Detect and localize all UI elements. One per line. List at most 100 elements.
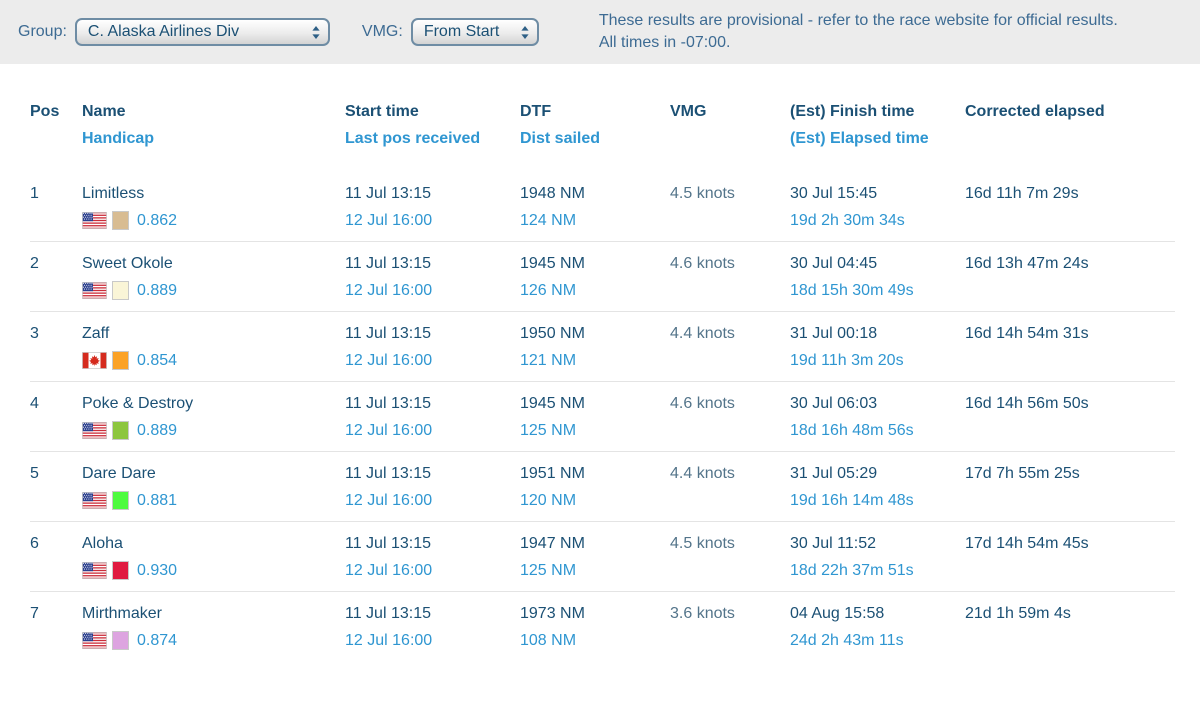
handicap-value: 0.862 <box>137 212 178 229</box>
est-finish-time: 30 Jul 15:45 <box>790 185 878 202</box>
boat-color-swatch <box>112 491 129 510</box>
handicap-value: 0.881 <box>137 492 178 509</box>
position-value: 2 <box>30 255 39 272</box>
handicap-value: 0.854 <box>137 352 178 369</box>
vmg-cell: 4.5 knots <box>670 180 790 234</box>
start-time: 11 Jul 13:15 <box>345 605 431 622</box>
dist-sailed-value: 124 NM <box>520 212 577 229</box>
name-cell: Limitless 0.862 <box>82 180 345 234</box>
corrected-elapsed-value: 16d 14h 54m 31s <box>965 325 1089 342</box>
position-cell: 5 <box>30 460 82 514</box>
select-arrows-icon <box>520 25 530 40</box>
us-flag-icon <box>82 212 107 229</box>
table-row[interactable]: 4 Poke & Destroy 0.889 11 Jul 13:15 12 J… <box>30 382 1175 452</box>
group-select[interactable]: C. Alaska Airlines Div <box>74 18 330 46</box>
corrected-elapsed-value: 16d 13h 47m 24s <box>965 255 1089 272</box>
table-row[interactable]: 3 Zaff 0.854 11 Jul 13:15 12 Jul 16:00 1… <box>30 312 1175 382</box>
position-value: 7 <box>30 605 39 622</box>
corrected-elapsed-value: 17d 14h 54m 45s <box>965 535 1089 552</box>
last-pos-received: 12 Jul 16:00 <box>345 422 433 439</box>
vmg-value: 4.4 knots <box>670 325 735 342</box>
vmg-value: 4.4 knots <box>670 465 735 482</box>
us-flag-icon <box>82 632 107 649</box>
vmg-cell: 4.4 knots <box>670 460 790 514</box>
start-time: 11 Jul 13:15 <box>345 535 431 552</box>
vmg-value: 4.5 knots <box>670 185 735 202</box>
est-finish-time: 04 Aug 15:58 <box>790 605 885 622</box>
last-pos-received: 12 Jul 16:00 <box>345 352 433 369</box>
column-header-corrected-elapsed: Corrected elapsed <box>965 103 1105 120</box>
column-header-dtf: DTF Dist sailed <box>520 103 601 147</box>
us-flag-icon <box>82 562 107 579</box>
boat-name: Mirthmaker <box>82 605 163 622</box>
handicap-value: 0.889 <box>137 282 178 299</box>
dist-sailed-value: 121 NM <box>520 352 577 369</box>
vmg-select[interactable]: From Start <box>410 18 539 46</box>
position-cell: 1 <box>30 180 82 234</box>
dtf-value: 1973 NM <box>520 605 585 622</box>
vmg-cell: 4.6 knots <box>670 390 790 444</box>
boat-color-swatch <box>112 281 129 300</box>
est-finish-time: 30 Jul 06:03 <box>790 395 878 412</box>
finish-time-cell: 30 Jul 04:45 18d 15h 30m 49s <box>790 250 965 304</box>
table-row[interactable]: 5 Dare Dare 0.881 11 Jul 13:15 12 Jul 16… <box>30 452 1175 522</box>
est-finish-time: 30 Jul 11:52 <box>790 535 876 552</box>
boat-name: Poke & Destroy <box>82 395 194 412</box>
last-pos-received: 12 Jul 16:00 <box>345 282 433 299</box>
table-row[interactable]: 2 Sweet Okole 0.889 11 Jul 13:15 12 Jul … <box>30 242 1175 312</box>
vmg-cell: 4.4 knots <box>670 320 790 374</box>
table-row[interactable]: 7 Mirthmaker 0.874 11 Jul 13:15 12 Jul 1… <box>30 592 1175 661</box>
notice-line-2: All times in -07:00. <box>598 34 731 51</box>
column-header-name: Name Handicap <box>82 103 155 147</box>
est-finish-time: 30 Jul 04:45 <box>790 255 878 272</box>
start-time-cell: 11 Jul 13:15 12 Jul 16:00 <box>345 180 520 234</box>
position-cell: 7 <box>30 600 82 654</box>
est-elapsed-time: 19d 2h 30m 34s <box>790 212 905 229</box>
dtf-cell: 1945 NM 126 NM <box>520 250 670 304</box>
toolbar: Group: C. Alaska Airlines Div VMG: From … <box>0 0 1200 64</box>
corrected-elapsed-cell: 16d 11h 7m 29s <box>965 180 1175 234</box>
est-finish-time: 31 Jul 05:29 <box>790 465 878 482</box>
boat-name: Zaff <box>82 325 110 342</box>
finish-time-cell: 31 Jul 00:18 19d 11h 3m 20s <box>790 320 965 374</box>
corrected-elapsed-value: 16d 14h 56m 50s <box>965 395 1089 412</box>
dist-sailed-value: 125 NM <box>520 422 577 439</box>
dtf-cell: 1951 NM 120 NM <box>520 460 670 514</box>
position-value: 3 <box>30 325 39 342</box>
finish-time-cell: 30 Jul 15:45 19d 2h 30m 34s <box>790 180 965 234</box>
canada-flag-icon <box>82 352 107 369</box>
vmg-cell: 3.6 knots <box>670 600 790 654</box>
vmg-value: 4.5 knots <box>670 535 735 552</box>
table-row[interactable]: 1 Limitless 0.862 11 Jul 13:15 12 Jul 16… <box>30 172 1175 242</box>
last-pos-received: 12 Jul 16:00 <box>345 492 433 509</box>
vmg-label: VMG: <box>361 23 403 40</box>
position-cell: 2 <box>30 250 82 304</box>
dtf-cell: 1948 NM 124 NM <box>520 180 670 234</box>
column-header-vmg: VMG <box>670 103 707 120</box>
name-cell: Zaff 0.854 <box>82 320 345 374</box>
table-header: Pos Name Handicap Start time Last pos re… <box>30 98 1175 152</box>
boat-name: Limitless <box>82 185 145 202</box>
dtf-cell: 1945 NM 125 NM <box>520 390 670 444</box>
corrected-elapsed-value: 21d 1h 59m 4s <box>965 605 1071 622</box>
handicap-value: 0.930 <box>137 562 178 579</box>
handicap-value: 0.874 <box>137 632 178 649</box>
dtf-cell: 1973 NM 108 NM <box>520 600 670 654</box>
start-time: 11 Jul 13:15 <box>345 325 431 342</box>
corrected-elapsed-cell: 17d 14h 54m 45s <box>965 530 1175 584</box>
corrected-elapsed-cell: 21d 1h 59m 4s <box>965 600 1175 654</box>
est-elapsed-time: 18d 16h 48m 56s <box>790 422 914 439</box>
last-pos-received: 12 Jul 16:00 <box>345 562 433 579</box>
group-select-value: C. Alaska Airlines Div <box>87 23 240 40</box>
table-row[interactable]: 6 Aloha 0.930 11 Jul 13:15 12 Jul 16:00 … <box>30 522 1175 592</box>
provisional-notice: These results are provisional - refer to… <box>599 10 1118 54</box>
position-cell: 4 <box>30 390 82 444</box>
vmg-value: 4.6 knots <box>670 395 735 412</box>
vmg-value: 3.6 knots <box>670 605 735 622</box>
name-cell: Aloha 0.930 <box>82 530 345 584</box>
est-elapsed-time: 18d 22h 37m 51s <box>790 562 914 579</box>
table-body: 1 Limitless 0.862 11 Jul 13:15 12 Jul 16… <box>30 172 1175 661</box>
last-pos-received: 12 Jul 16:00 <box>345 212 433 229</box>
dtf-value: 1951 NM <box>520 465 585 482</box>
group-label: Group: <box>18 23 67 40</box>
